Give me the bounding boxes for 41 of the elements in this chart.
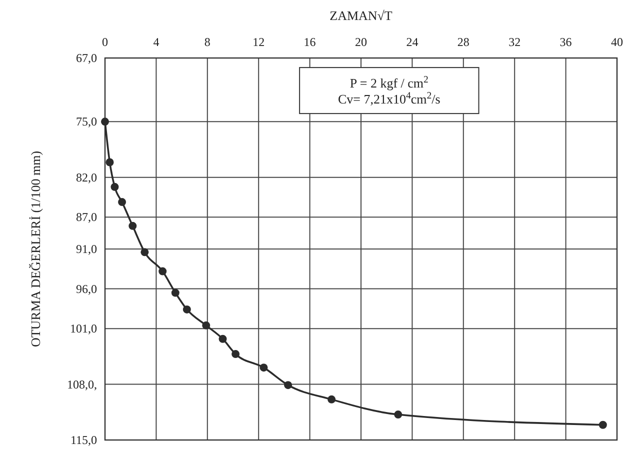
x-tick-label: 28 [457, 35, 470, 49]
y-tick-label: 75,0 [76, 114, 97, 129]
y-tick-label: 96,0 [76, 282, 97, 296]
point [182, 305, 191, 314]
x-tick-label: 36 [560, 35, 572, 49]
point [110, 182, 119, 191]
x-tick-label: 0 [102, 35, 108, 49]
x-tick-label: 20 [355, 35, 367, 49]
point [218, 334, 227, 343]
point [101, 118, 109, 126]
x-tick-label: 40 [611, 35, 623, 49]
chart-title: ZAMAN√T [330, 8, 392, 23]
y-tick-label: 115,0 [70, 433, 97, 447]
annotation: P = 2 kgf / cm$^{2}$ [350, 74, 429, 91]
x-tick-label: 4 [153, 35, 160, 49]
y-tick-label: 108,0, [67, 377, 97, 392]
x-tick-label: 32 [508, 35, 521, 49]
x-tick-label: 16 [304, 35, 316, 49]
point [284, 381, 292, 390]
point [171, 288, 180, 297]
point [598, 420, 607, 429]
point [118, 198, 126, 206]
annotation: Cv= 7,21x10$^{4}$cm$^{2}$/s [338, 90, 440, 107]
point [140, 248, 149, 256]
point [202, 321, 210, 330]
y-tick-label: 67,0 [76, 51, 97, 65]
y-tick-label: 91,0 [76, 242, 97, 256]
point [106, 158, 114, 166]
point [232, 350, 240, 358]
point [158, 267, 167, 276]
y-axis-title: OTURMA DEĞERLERİ (1/100 mm) [28, 150, 43, 348]
y-tick-label: 101,0 [70, 322, 97, 336]
x-tick-label: 12 [252, 35, 265, 49]
point [260, 364, 268, 372]
y-tick-label: 87,0 [76, 210, 97, 224]
x-tick-label: 24 [406, 35, 418, 49]
point [328, 395, 336, 404]
x-tick-label: 8 [204, 35, 210, 49]
point [128, 222, 137, 230]
point [394, 410, 402, 419]
y-tick-label: 82,0 [76, 170, 97, 184]
